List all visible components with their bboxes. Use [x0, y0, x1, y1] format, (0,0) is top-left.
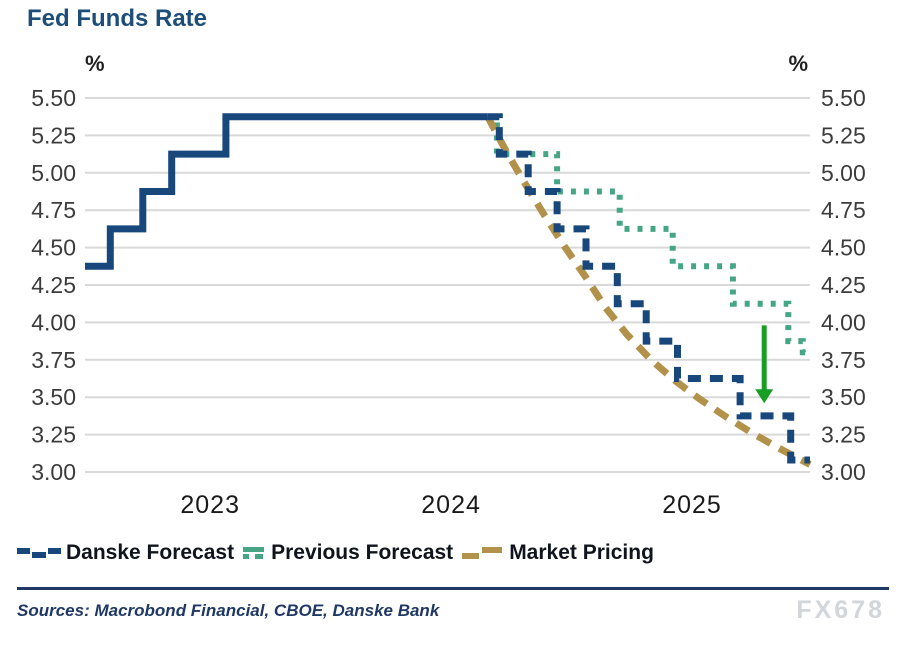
y-tick-label-left: 5.25	[31, 122, 76, 148]
legend-label-market-pricing: Market Pricing	[509, 541, 654, 564]
y-tick-label-right: 4.00	[821, 309, 866, 335]
y-tick-label-right: 4.25	[821, 272, 866, 298]
series-market-line	[484, 115, 812, 468]
x-tick-label: 2023	[180, 491, 240, 519]
fed-funds-rate-plot: 5.50 5.50 5.25 5.25 5.00 5.00 4.75 4.75 4.50 4.50…	[31, 85, 866, 519]
legend-label-previous-forecast: Previous Forecast	[271, 541, 454, 564]
y-tick-label-right: 5.50	[821, 85, 866, 111]
legend-glyph-dash	[482, 547, 503, 553]
y-tick-label-right: 3.00	[821, 459, 866, 485]
danske-forecast-line-glyph	[17, 548, 61, 558]
y-tick-label-left: 5.00	[31, 160, 76, 186]
y-tick-label-left: 3.75	[31, 347, 76, 373]
legend-label-danske-forecast: Danske Forecast	[66, 541, 235, 564]
legend-glyph-dash	[17, 548, 30, 554]
y-tick-label-left: 4.75	[31, 197, 76, 223]
y-tick-label-left: 5.50	[31, 85, 76, 111]
chart-title: Fed Funds Rate	[27, 5, 208, 32]
x-tick-label: 2024	[421, 491, 481, 519]
legend-item-danske-forecast: Danske Forecast	[17, 541, 234, 565]
legend-glyph-dash	[48, 548, 61, 554]
legend-item-previous-forecast: Previous Forecast	[243, 541, 453, 565]
legend-item-market-pricing: Market Pricing	[462, 541, 654, 565]
y-tick-label-right: 3.75	[821, 347, 866, 373]
legend-glyph-dash	[32, 552, 46, 558]
y-tick-label-left: 4.25	[31, 272, 76, 298]
y-tick-label-right: 4.50	[821, 235, 866, 261]
y-tick-label-left: 3.50	[31, 384, 76, 410]
y-tick-label-left: 4.50	[31, 235, 76, 261]
market-pricing-line-glyph	[462, 547, 503, 559]
sources-text: Sources: Macrobond Financial, CBOE, Dans…	[17, 601, 440, 620]
y-tick-label-right: 5.25	[821, 122, 866, 148]
y-tick-label-right: 4.75	[821, 197, 866, 223]
series-previous-line	[489, 113, 810, 356]
divider-line	[17, 587, 889, 590]
y-axis-unit-right: %	[788, 51, 808, 76]
series-danske-line	[487, 113, 810, 464]
y-tick-label-right: 3.50	[821, 384, 866, 410]
y-tick-label-right: 5.00	[821, 160, 866, 186]
legend-glyph-dash	[243, 554, 250, 559]
y-tick-label-left: 4.00	[31, 309, 76, 335]
y-axis-unit-left: %	[85, 51, 105, 76]
previous-forecast-line-glyph	[243, 547, 265, 559]
y-tick-label-left: 3.25	[31, 422, 76, 448]
y-tick-label-right: 3.25	[821, 422, 866, 448]
legend-glyph-dash	[243, 547, 265, 552]
chart-legend: Danske Forecast Previous Forecast Market…	[17, 541, 663, 565]
y-tick-label-left: 3.00	[31, 459, 76, 485]
series-history-line	[85, 113, 488, 270]
x-tick-label: 2025	[662, 491, 722, 519]
fx678-watermark: FX678	[796, 596, 885, 624]
legend-glyph-dash	[462, 553, 480, 559]
legend-glyph-dash	[255, 554, 264, 559]
revision-arrow-head	[755, 389, 774, 404]
